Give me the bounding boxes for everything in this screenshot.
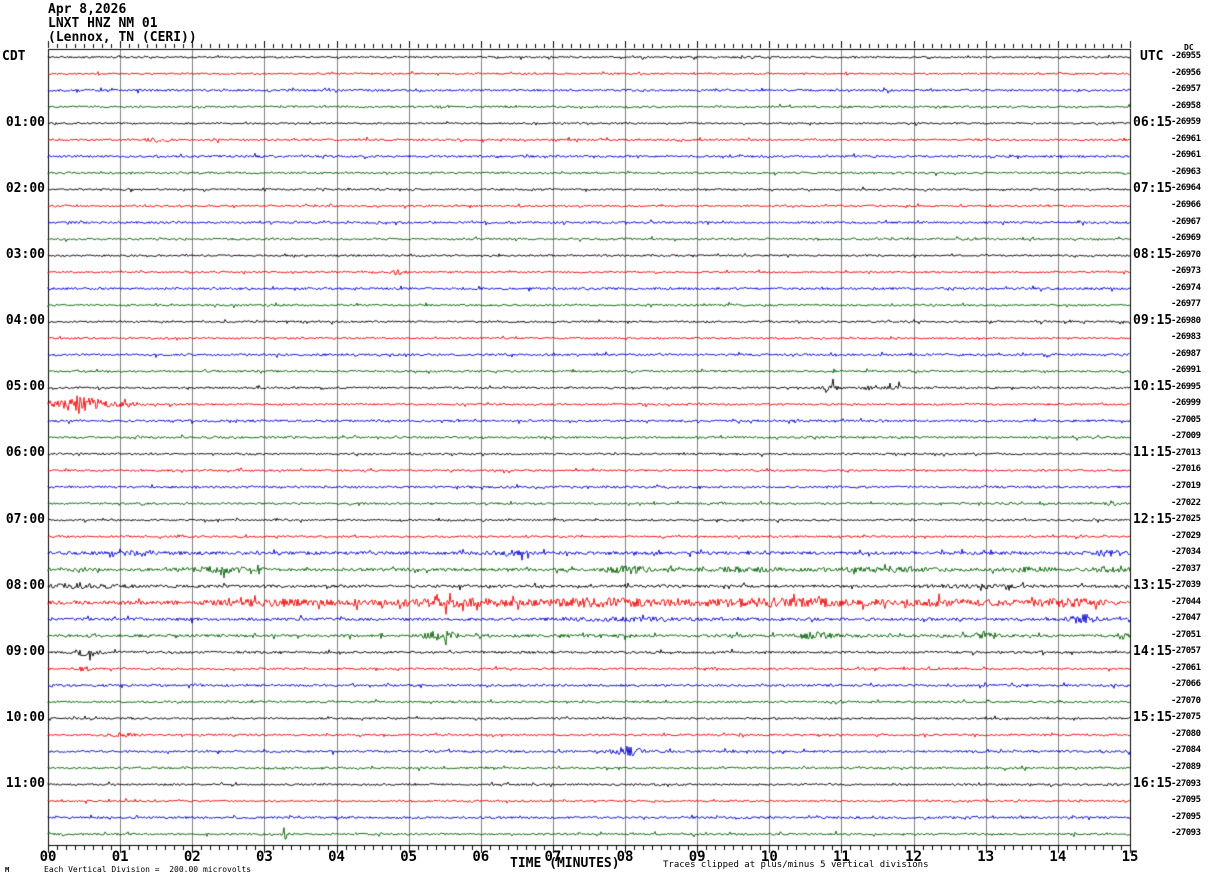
x-tick-label: 05 — [400, 849, 418, 865]
x-tick-label: 11 — [833, 849, 850, 865]
utc-hour-label: 16:15 — [1133, 776, 1173, 792]
dc-offset-value: -27095 — [1171, 811, 1201, 822]
right-axis-label: UTC — [1140, 49, 1164, 64]
dc-offset-value: -26987 — [1171, 348, 1201, 359]
x-tick-label: 03 — [255, 849, 273, 865]
dc-offset-value: -26969 — [1171, 233, 1201, 244]
dc-offset-value: -26973 — [1171, 266, 1201, 277]
x-tick-label: 15 — [1121, 849, 1139, 865]
left-hour-label: 05:00 — [5, 379, 45, 395]
scale-note: Each Vertical Division = 200.00 microvol… — [44, 865, 252, 874]
x-tick-label: 01 — [111, 849, 129, 865]
x-tick-label: 08 — [616, 849, 634, 865]
x-tick-label: 14 — [1049, 849, 1067, 865]
left-hour-label: 04:00 — [5, 313, 45, 329]
dc-offset-value: -26970 — [1171, 249, 1201, 260]
left-hour-label: 06:00 — [5, 445, 45, 461]
left-axis-label: CDT — [2, 49, 26, 64]
left-hour-label: 09:00 — [5, 643, 45, 659]
left-hour-label: 03:00 — [5, 247, 45, 263]
utc-hour-label: 10:15 — [1133, 379, 1173, 395]
watermark: M — [5, 866, 10, 874]
dc-offset-value: -27057 — [1171, 646, 1201, 657]
dc-offset-value: -26974 — [1171, 282, 1201, 293]
dc-offset-value: -26966 — [1171, 199, 1201, 210]
title-location: (Lennox, TN (CERI)) — [48, 30, 197, 45]
dc-offset-value: -27093 — [1171, 778, 1201, 789]
x-tick-label: 10 — [760, 849, 778, 865]
left-hour-label: 08:00 — [5, 577, 45, 593]
dc-offset-value: -27047 — [1171, 613, 1201, 624]
dc-offset-value: -27093 — [1171, 828, 1201, 839]
dc-offset-value: -27009 — [1171, 431, 1201, 442]
dc-offset-value: -27016 — [1171, 464, 1201, 475]
dc-offset-value: -26991 — [1171, 365, 1201, 376]
dc-offset-value: -27022 — [1171, 497, 1201, 508]
utc-hour-label: 07:15 — [1133, 180, 1173, 196]
left-hour-label: 01:00 — [5, 114, 45, 130]
dc-offset-value: -26963 — [1171, 166, 1201, 177]
dc-offset-value: -26980 — [1171, 315, 1201, 326]
dc-offset-value: -26995 — [1171, 381, 1201, 392]
clip-note: Traces clipped at plus/minus 5 vertical … — [663, 860, 929, 870]
dc-offset-value: -27005 — [1171, 414, 1201, 425]
dc-offset-value: -27019 — [1171, 480, 1201, 491]
utc-hour-label: 12:15 — [1133, 511, 1173, 527]
dc-offset-value: -27066 — [1171, 679, 1201, 690]
dc-offset-value: -27061 — [1171, 662, 1201, 673]
utc-hour-label: 14:15 — [1133, 643, 1173, 659]
dc-offset-value: -26959 — [1171, 117, 1201, 128]
left-hour-label: 07:00 — [5, 511, 45, 527]
dc-offset-value: -27084 — [1171, 745, 1201, 756]
dc-offset-value: -27070 — [1171, 695, 1201, 706]
dc-offset-value: -27089 — [1171, 761, 1201, 772]
dc-offset-value: -27095 — [1171, 795, 1201, 806]
x-tick-label: 13 — [977, 849, 995, 865]
dc-offset-value: -26955 — [1171, 51, 1201, 62]
dc-offset-value: -26977 — [1171, 299, 1201, 310]
dc-offset-value: -27044 — [1171, 596, 1201, 607]
utc-hour-label: 09:15 — [1133, 313, 1173, 329]
x-tick-label: 09 — [688, 849, 706, 865]
dc-offset-value: -27034 — [1171, 547, 1201, 558]
x-axis-title: TIME (MINUTES) — [510, 856, 620, 871]
dc-offset-value: -26961 — [1171, 133, 1201, 144]
dc-offset-value: -27080 — [1171, 728, 1201, 739]
x-tick-label: 07 — [544, 849, 562, 865]
dc-offset-value: -27025 — [1171, 514, 1201, 525]
title-station: LNXT HNZ NM 01 — [48, 16, 158, 31]
utc-hour-label: 11:15 — [1133, 445, 1173, 461]
x-tick-label: 06 — [472, 849, 490, 865]
utc-hour-label: 15:15 — [1133, 709, 1173, 725]
dc-offset-value: -26958 — [1171, 100, 1201, 111]
x-tick-label: 00 — [39, 849, 57, 865]
x-tick-label: 04 — [328, 849, 345, 865]
left-hour-label: 10:00 — [5, 709, 45, 725]
utc-hour-label: 13:15 — [1133, 577, 1173, 593]
utc-hour-label: 08:15 — [1133, 247, 1173, 263]
dc-offset-value: -26983 — [1171, 332, 1201, 343]
dc-offset-value: -27075 — [1171, 712, 1201, 723]
dc-offset-value: -27013 — [1171, 447, 1201, 458]
left-hour-label: 11:00 — [5, 776, 45, 792]
left-hour-label: 02:00 — [5, 180, 45, 196]
dc-offset-value: -27037 — [1171, 563, 1201, 574]
dc-offset-value: -27029 — [1171, 530, 1201, 541]
dc-offset-value: -26964 — [1171, 183, 1201, 194]
x-tick-label: 02 — [183, 849, 201, 865]
dc-offset-value: -26967 — [1171, 216, 1201, 227]
title-date: Apr 8,2026 — [48, 2, 127, 17]
dc-offset-value: -27039 — [1171, 580, 1201, 591]
dc-column-label: DC — [1184, 43, 1194, 52]
dc-offset-value: -26999 — [1171, 398, 1201, 409]
x-tick-label: 12 — [905, 849, 923, 865]
dc-offset-value: -26961 — [1171, 150, 1201, 161]
utc-hour-label: 06:15 — [1133, 114, 1173, 130]
dc-offset-value: -26957 — [1171, 84, 1201, 95]
dc-offset-value: -26956 — [1171, 67, 1201, 78]
dc-offset-value: -27051 — [1171, 629, 1201, 640]
